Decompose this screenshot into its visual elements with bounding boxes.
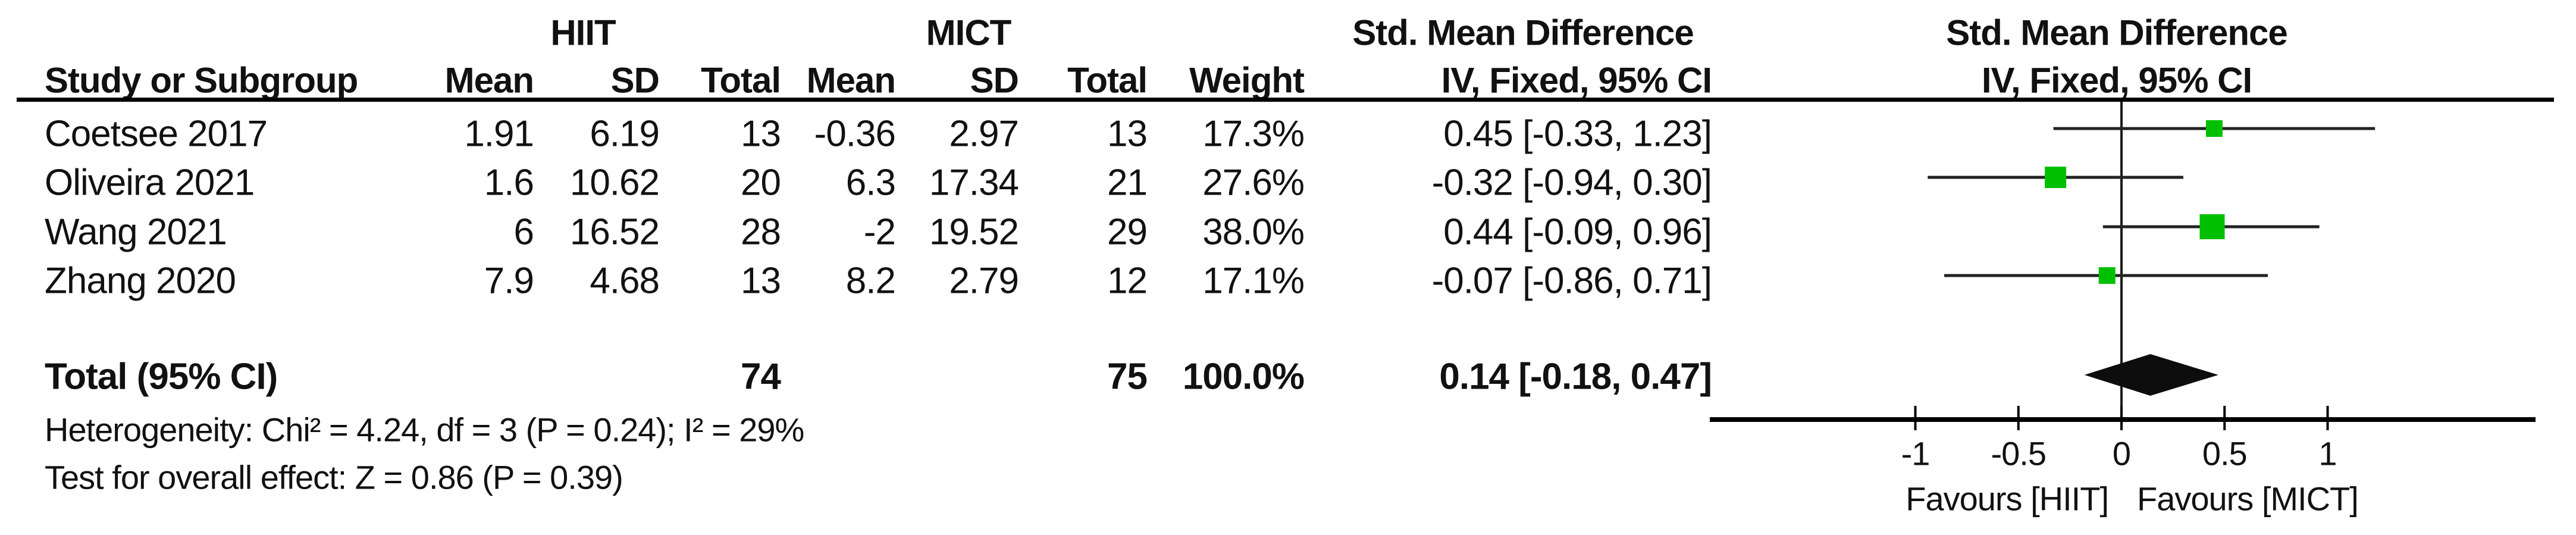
axis-tick	[2326, 406, 2329, 430]
column-header-ci-table: IV, Fixed, 95% CI	[1441, 60, 1712, 101]
total-row-mict-total: 75	[1107, 356, 1148, 398]
axis-tick-label: 0.5	[2202, 434, 2248, 473]
effect-marker	[2098, 267, 2116, 284]
weight-cell: 17.3%	[1202, 113, 1305, 155]
total-row-ci: 0.14 [-0.18, 0.47]	[1439, 356, 1712, 398]
axis-tick-label: -0.5	[1991, 434, 2047, 473]
study-name: Wang 2021	[45, 211, 227, 253]
mict-sd-cell: 2.79	[949, 260, 1019, 302]
hiit-mean-cell: 1.91	[464, 113, 534, 155]
mict-mean-cell: 6.3	[845, 162, 896, 204]
mict-mean-cell: -2	[863, 211, 896, 253]
axis-tick	[2120, 406, 2123, 430]
ci-text-cell: 0.45 [-0.33, 1.23]	[1443, 113, 1712, 155]
effect-header-table: Std. Mean Difference	[1352, 12, 1694, 53]
column-header-ci-plot: IV, Fixed, 95% CI	[1981, 60, 2252, 101]
favours-left-label: Favours [HIIT]	[1906, 480, 2109, 518]
hiit-mean-cell: 6	[513, 211, 534, 253]
mict-total-cell: 13	[1107, 113, 1148, 155]
mict-total-cell: 21	[1107, 162, 1148, 204]
mict-sd-cell: 17.34	[929, 162, 1019, 204]
axis-tick-label: 0	[2112, 434, 2131, 473]
weight-cell: 17.1%	[1202, 260, 1305, 302]
column-header-hiit-total: Total	[701, 60, 781, 101]
hiit-sd-cell: 4.68	[590, 260, 660, 302]
overall-effect-note: Test for overall effect: Z = 0.86 (P = 0…	[45, 458, 623, 496]
ci-text-cell: -0.32 [-0.94, 0.30]	[1431, 162, 1712, 204]
hiit-sd-cell: 10.62	[569, 162, 660, 204]
mict-sd-cell: 19.52	[929, 211, 1019, 253]
column-header-study: Study or Subgroup	[45, 60, 358, 101]
ci-text-cell: 0.44 [-0.09, 0.96]	[1443, 211, 1712, 253]
total-diamond	[2084, 354, 2218, 396]
axis-tick	[2223, 406, 2226, 430]
column-header-hiit-sd: SD	[610, 60, 660, 101]
total-row-hiit-total: 74	[741, 356, 781, 398]
column-header-mict-mean: Mean	[806, 60, 896, 101]
effect-header-plot: Std. Mean Difference	[1946, 12, 2287, 53]
group-header-mict: MICT	[926, 12, 1012, 53]
hiit-total-cell: 28	[741, 211, 781, 253]
column-header-hiit-mean: Mean	[444, 60, 534, 101]
group-header-hiit: HIIT	[550, 12, 616, 53]
hiit-mean-cell: 1.6	[484, 162, 534, 204]
study-name: Coetsee 2017	[45, 113, 268, 155]
mict-sd-cell: 2.97	[949, 113, 1019, 155]
axis-tick-label: -1	[1901, 434, 1931, 473]
effect-marker	[2205, 120, 2223, 137]
hiit-mean-cell: 7.9	[484, 260, 534, 302]
mict-total-cell: 29	[1107, 211, 1148, 253]
column-header-mict-sd: SD	[970, 60, 1019, 101]
mict-mean-cell: 8.2	[845, 260, 896, 302]
weight-cell: 27.6%	[1202, 162, 1305, 204]
weight-cell: 38.0%	[1202, 211, 1305, 253]
heterogeneity-note: Heterogeneity: Chi² = 4.24, df = 3 (P = …	[45, 411, 804, 449]
axis-tick-label: 1	[2318, 434, 2337, 473]
mict-total-cell: 12	[1107, 260, 1148, 302]
effect-marker	[2045, 167, 2067, 188]
header-rule	[17, 98, 2554, 102]
hiit-total-cell: 13	[741, 113, 781, 155]
study-name: Oliveira 2021	[45, 162, 255, 204]
study-name: Zhang 2020	[45, 260, 236, 302]
axis-tick	[1914, 406, 1917, 430]
axis-tick	[2017, 406, 2020, 430]
effect-marker	[2199, 214, 2225, 239]
ci-text-cell: -0.07 [-0.86, 0.71]	[1431, 260, 1712, 302]
hiit-sd-cell: 16.52	[569, 211, 660, 253]
column-header-mict-total: Total	[1067, 60, 1148, 101]
column-header-weight: Weight	[1189, 60, 1305, 101]
hiit-total-cell: 13	[741, 260, 781, 302]
zero-line	[2120, 102, 2123, 420]
favours-right-label: Favours [MICT]	[2137, 480, 2359, 518]
mict-mean-cell: -0.36	[814, 113, 896, 155]
hiit-sd-cell: 6.19	[590, 113, 660, 155]
total-row-label: Total (95% CI)	[45, 356, 278, 398]
hiit-total-cell: 20	[741, 162, 781, 204]
total-row-weight: 100.0%	[1182, 356, 1305, 398]
